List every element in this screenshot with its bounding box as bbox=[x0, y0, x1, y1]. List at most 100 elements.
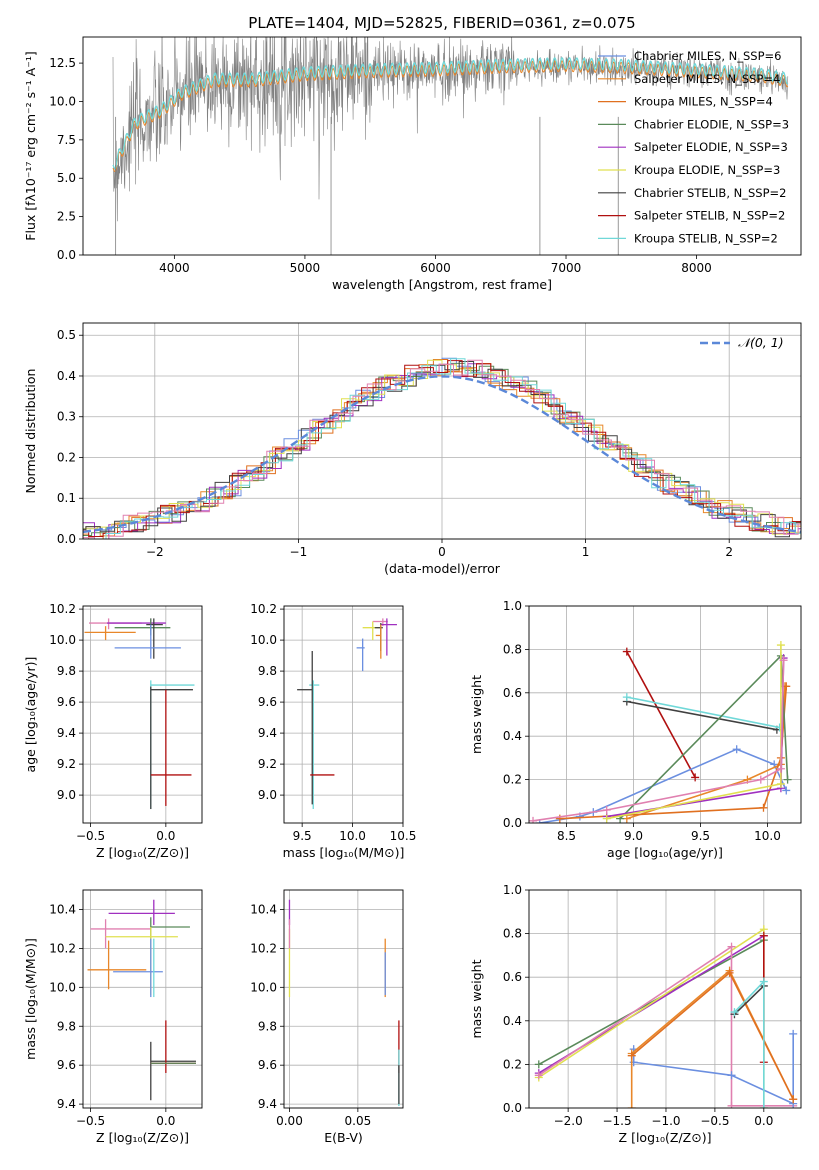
y-tick-label: 0.0 bbox=[503, 816, 522, 830]
series-point bbox=[534, 1071, 543, 1080]
error-point bbox=[150, 689, 192, 806]
y-tick-label: 0.3 bbox=[57, 410, 76, 424]
y-tick-label: 0.6 bbox=[503, 686, 522, 700]
y-tick-label: 0.6 bbox=[503, 970, 522, 984]
error-point bbox=[309, 680, 320, 810]
y-tick-label: 2.5 bbox=[57, 210, 76, 224]
series-point bbox=[759, 977, 768, 986]
error-point bbox=[150, 680, 195, 810]
y-tick-label: 0.0 bbox=[57, 532, 76, 546]
plot-area bbox=[83, 357, 801, 539]
y-tick-label: 9.6 bbox=[57, 695, 76, 709]
error-point bbox=[87, 940, 147, 990]
histogram-salpeter_elodie bbox=[83, 363, 801, 539]
x-tick-label: 0.05 bbox=[345, 1114, 372, 1128]
axes-frame bbox=[82, 36, 802, 256]
y-tick-label: 9.4 bbox=[57, 1097, 76, 1111]
y-tick-label: 10.0 bbox=[250, 633, 277, 647]
legend-label: Salpeter MILES, N_SSP=4 bbox=[634, 72, 780, 86]
y-tick-label: 1.0 bbox=[503, 599, 522, 613]
series-point bbox=[529, 816, 538, 823]
series-point bbox=[622, 647, 631, 656]
plot-area bbox=[297, 618, 397, 810]
panel-age_vs_mass: 9.5 10.0 10.5 9.0 9.2 9.4 9.6 9.8 10.0 10.2 mass [… bbox=[250, 602, 416, 860]
x-tick-label: 1 bbox=[582, 545, 590, 559]
y-tick-label: 0.4 bbox=[57, 369, 76, 383]
histogram-kroupa_stelib bbox=[91, 358, 801, 539]
series-point bbox=[776, 779, 785, 788]
x-tick-label: 8000 bbox=[681, 261, 712, 275]
grid-lines bbox=[529, 605, 801, 824]
y-axis-label: Flux [fλ10⁻¹⁷ erg cm⁻² s⁻¹ A⁻¹] bbox=[23, 51, 38, 240]
x-tick-label: −0.5 bbox=[700, 1114, 729, 1128]
y-tick-label: 0.8 bbox=[503, 642, 522, 656]
axes-frame bbox=[528, 889, 802, 1109]
error-point bbox=[380, 618, 397, 656]
panel-mass_weight_vs_Z: −2.0 −1.5 −1.0 −0.5 0.0 0.0 0.2 0.4 0.6 0.8 1.0 Z [… bbox=[469, 883, 802, 1145]
error-point bbox=[362, 621, 381, 641]
grid-lines bbox=[83, 606, 202, 823]
y-tick-label: 0.8 bbox=[503, 927, 522, 941]
y-tick-label: 9.6 bbox=[258, 1058, 277, 1072]
y-tick-label: 10.0 bbox=[49, 94, 76, 108]
error-point bbox=[113, 938, 163, 998]
plot-area bbox=[288, 899, 400, 1107]
axes-frame bbox=[82, 605, 203, 824]
series-point bbox=[789, 1095, 798, 1104]
legend-label: Chabrier STELIB, N_SSP=2 bbox=[634, 186, 786, 200]
series-line bbox=[630, 969, 794, 1108]
series-line bbox=[632, 1033, 794, 1105]
y-tick-label: 0.4 bbox=[503, 729, 522, 743]
histogram-pink bbox=[83, 359, 801, 539]
y-tick-label: 5.0 bbox=[57, 171, 76, 185]
error-point bbox=[90, 919, 151, 949]
series-point bbox=[776, 764, 785, 773]
y-tick-label: 9.8 bbox=[258, 664, 277, 678]
plot-area bbox=[534, 925, 798, 1108]
error-point bbox=[114, 624, 181, 659]
y-axis-label: mass [log₁₀(M/M⊙)] bbox=[23, 938, 38, 1060]
y-tick-label: 10.0 bbox=[49, 633, 76, 647]
x-tick-label: 8.5 bbox=[557, 829, 576, 843]
x-tick-label: 0.0 bbox=[156, 1114, 175, 1128]
legend-label: Chabrier ELODIE, N_SSP=3 bbox=[634, 117, 789, 131]
y-tick-label: 9.0 bbox=[57, 788, 76, 802]
panel-mass_vs_Z: −0.5 0.0 9.4 9.6 9.8 10.0 10.2 10.4 Z [log₁₀(Z/Z… bbox=[23, 889, 203, 1145]
series-point bbox=[756, 775, 765, 784]
histogram-kroupa_elodie bbox=[83, 359, 801, 539]
series-point bbox=[602, 814, 611, 823]
gaussian-curve bbox=[83, 375, 801, 534]
error-point bbox=[375, 624, 382, 659]
y-tick-label: 9.6 bbox=[258, 695, 277, 709]
x-tick-label: −1 bbox=[290, 545, 308, 559]
series-point bbox=[627, 1051, 636, 1060]
series-line bbox=[538, 939, 765, 1066]
series-point bbox=[534, 1060, 543, 1069]
series-point bbox=[627, 1104, 636, 1108]
y-tick-label: 10.2 bbox=[49, 941, 76, 955]
y-tick-label: 10.2 bbox=[49, 602, 76, 616]
series-point bbox=[622, 693, 631, 702]
x-tick-label: −1.0 bbox=[651, 1114, 680, 1128]
series-point bbox=[691, 773, 700, 782]
figure-title: PLATE=1404, MJD=52825, FIBERID=0361, z=0… bbox=[248, 14, 635, 32]
axes-frame bbox=[82, 889, 203, 1109]
legend-label: Kroupa ELODIE, N_SSP=3 bbox=[634, 163, 780, 177]
series-line bbox=[559, 686, 788, 820]
plot-area bbox=[84, 618, 195, 810]
y-tick-label: 0.2 bbox=[503, 773, 522, 787]
grid-lines bbox=[83, 323, 801, 540]
panel-residual_histogram: −2 −1 0 1 2 0.0 0.1 0.2 0.3 0.4 0.5 (data-model)/er… bbox=[23, 322, 802, 576]
x-axis-label: wavelength [Angstrom, rest frame] bbox=[332, 277, 552, 292]
x-axis-label: age [log₁₀(age/yr)] bbox=[607, 845, 723, 860]
legend-label: Salpeter STELIB, N_SSP=2 bbox=[634, 209, 785, 223]
y-axis-label: age [log₁₀(age/yr)] bbox=[23, 657, 38, 773]
error-point bbox=[105, 926, 178, 996]
series-point bbox=[783, 775, 792, 784]
legend-label: Salpeter ELODIE, N_SSP=3 bbox=[634, 140, 788, 154]
error-point bbox=[150, 917, 190, 939]
grid-lines bbox=[529, 889, 801, 1109]
series-line bbox=[733, 985, 765, 1015]
axes-frame bbox=[283, 889, 404, 1109]
